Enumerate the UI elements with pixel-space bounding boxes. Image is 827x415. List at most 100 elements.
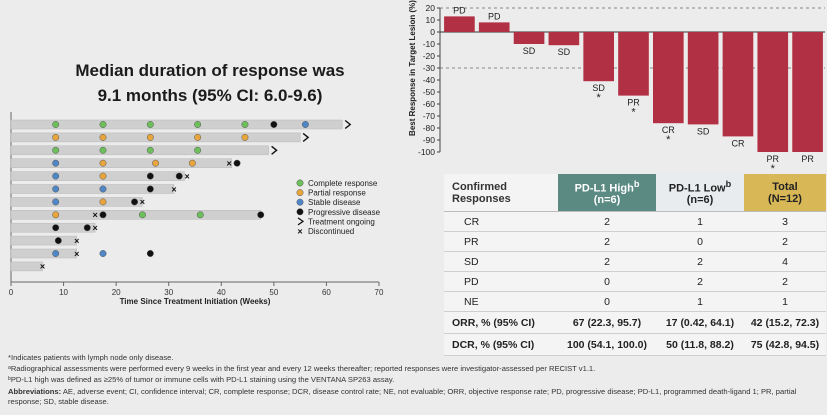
header-high-line1: PD-L1 High xyxy=(574,182,634,195)
waterfall-bar xyxy=(513,32,545,44)
discontinued-mark: × xyxy=(184,171,189,181)
table-row: PR 2 0 2 xyxy=(444,231,826,252)
waterfall-bar-label: PR xyxy=(801,154,814,164)
patient-bar xyxy=(10,158,233,168)
response-pr-dot xyxy=(194,133,202,141)
table-row: ORR, % (95% CI) 67 (22.3, 95.7) 17 (0.42, … xyxy=(444,311,826,334)
waterfall-bar-label: CR xyxy=(662,125,675,135)
waterfall-bar-label: SD xyxy=(697,126,710,136)
response-sd-dot xyxy=(301,121,309,128)
waterfall-y-tick-label: 20 xyxy=(426,3,436,13)
legend-marker-pr xyxy=(296,189,304,197)
response-pd-dot xyxy=(270,121,278,128)
row-label: PR xyxy=(444,231,558,252)
patient-bar xyxy=(10,261,43,272)
swimmer-title: Median duration of response was 9.1 mont… xyxy=(20,58,400,108)
footnote-abbreviations: Abbreviations: AE, adverse event; CI, co… xyxy=(8,387,823,407)
x-axis-title: Time Since Treatment Initiation (Weeks) xyxy=(120,297,271,306)
header-pdl1-low: PD-L1 Lowb (n=6) xyxy=(656,174,744,212)
response-pd-dot xyxy=(54,237,62,245)
cell-pdl1-high: 0 xyxy=(558,291,656,312)
response-cr-dot xyxy=(194,146,202,154)
legend-label: Stable disease xyxy=(308,198,361,207)
response-pd-dot xyxy=(257,211,265,219)
discontinued-mark: × xyxy=(40,262,45,272)
cell-pdl1-low: 50 (11.8, 88.2) xyxy=(656,333,744,356)
cell-pdl1-high: 100 (54.1, 100.0) xyxy=(558,333,656,356)
swimmer-title-line2: 9.1 months (95% CI: 6.0-9.6) xyxy=(97,86,323,105)
discontinued-mark: × xyxy=(74,236,79,246)
response-cr-dot xyxy=(241,121,249,128)
cell-pdl1-low: 2 xyxy=(656,251,744,272)
waterfall-bar xyxy=(687,32,719,125)
legend-marker-ongoing xyxy=(297,217,305,226)
x-tick-label: 10 xyxy=(59,288,68,297)
waterfall-y-axis-title: Best Response in Target Lesion (%) xyxy=(408,0,417,136)
waterfall-bar-label: PD xyxy=(488,11,501,21)
response-pd-dot xyxy=(146,185,154,193)
response-pr-dot xyxy=(146,133,154,141)
response-pd-dot xyxy=(146,250,154,257)
cell-pdl1-high: 2 xyxy=(558,211,656,232)
response-pr-dot xyxy=(188,159,196,167)
response-sd-dot xyxy=(52,185,60,193)
waterfall-bar xyxy=(757,32,789,152)
cell-pdl1-low: 0 xyxy=(656,231,744,252)
header-low-line2: (n=6) xyxy=(686,194,714,207)
waterfall-y-tick-label: -40 xyxy=(423,75,436,85)
response-pr-dot xyxy=(99,133,107,141)
waterfall-y-tick-label: -10 xyxy=(423,39,436,49)
cell-pdl1-low: 17 (0.42, 64.1) xyxy=(656,311,744,334)
waterfall-bar-label: SD xyxy=(558,47,571,57)
cell-pdl1-low: 1 xyxy=(656,291,744,312)
x-tick-label: 0 xyxy=(9,288,14,297)
waterfall-y-tick-label: -60 xyxy=(423,99,436,109)
response-sd-dot xyxy=(99,250,107,257)
patient-bar xyxy=(10,197,143,207)
waterfall-y-tick-label: -80 xyxy=(423,123,436,133)
response-sd-dot xyxy=(52,172,60,180)
discontinued-mark: × xyxy=(92,223,97,233)
response-cr-dot xyxy=(52,146,60,154)
legend-label: Partial response xyxy=(308,189,366,198)
response-cr-dot xyxy=(138,211,146,219)
header-high-line2: (n=6) xyxy=(593,194,621,207)
waterfall-y-tick-label: -90 xyxy=(423,135,436,145)
patient-bar xyxy=(10,248,77,259)
discontinued-mark: × xyxy=(92,210,97,220)
response-sd-dot xyxy=(52,250,60,257)
abbreviations-text: AE, adverse event; CI, confidence interv… xyxy=(8,387,797,406)
response-cr-dot xyxy=(99,121,107,128)
header-low-line1: PD-L1 Low xyxy=(668,182,726,195)
table-header-row: Confirmed Responses PD-L1 Highb (n=6) PD… xyxy=(444,174,826,212)
table-row: NE 0 1 1 xyxy=(444,291,826,312)
response-cr-dot xyxy=(146,146,154,154)
waterfall-star: * xyxy=(597,92,602,104)
patient-bar xyxy=(10,145,269,156)
cell-total: 2 xyxy=(744,271,826,292)
waterfall-bar xyxy=(652,32,684,124)
response-sd-dot xyxy=(52,159,60,167)
legend-marker-sd xyxy=(296,198,304,206)
header-confirmed-responses: Confirmed Responses xyxy=(444,174,558,212)
patient-bar xyxy=(10,235,77,246)
patient-bar xyxy=(10,132,301,143)
waterfall-plot: 20 10 0 -10 -20 -30 -40 -50 -60 -70 -80 -90 -100 Best… xyxy=(408,0,825,172)
response-table: Confirmed Responses PD-L1 Highb (n=6) PD… xyxy=(444,174,826,356)
legend-marker-pd xyxy=(296,208,304,216)
waterfall-bar-label: PD xyxy=(453,5,466,15)
response-sd-dot xyxy=(99,185,107,193)
table-row: SD 2 2 4 xyxy=(444,251,826,272)
response-pd-dot xyxy=(175,172,183,180)
legend-label: Progressive disease xyxy=(308,208,381,217)
discontinued-mark: × xyxy=(171,184,176,194)
waterfall-y-tick-label: -100 xyxy=(418,147,435,157)
header-total-line2: (N=12) xyxy=(768,192,802,205)
response-pd-dot xyxy=(83,224,91,232)
response-pd-dot xyxy=(146,172,154,180)
response-sd-dot xyxy=(52,198,60,206)
x-tick-label: 60 xyxy=(322,288,331,297)
row-label: CR xyxy=(444,211,558,232)
waterfall-bar xyxy=(548,32,580,46)
x-tick-label: 70 xyxy=(375,288,384,297)
